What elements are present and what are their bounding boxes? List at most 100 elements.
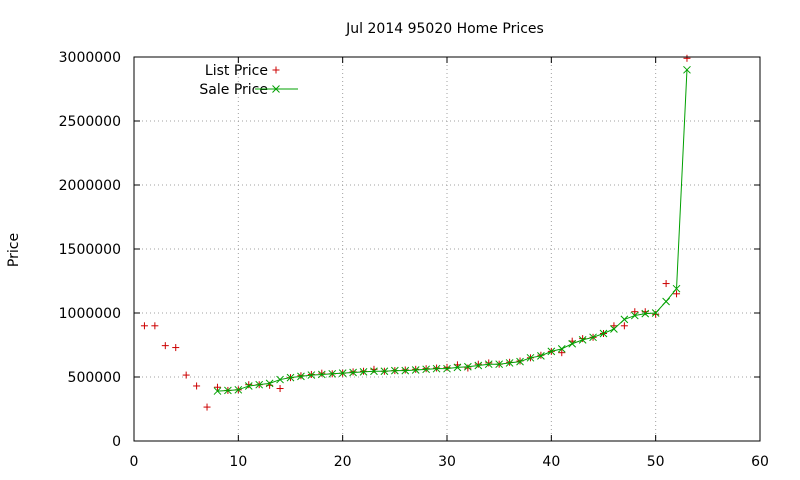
- data-point: [213, 383, 221, 391]
- data-point: [578, 336, 587, 344]
- data-point: [652, 310, 660, 318]
- legend-sample-list-price: [272, 66, 280, 74]
- data-point: [662, 297, 670, 306]
- data-point: [620, 322, 628, 330]
- y-tick-labels: 0 500000 1000000 1500000 2000000 2500000 30000…: [59, 50, 121, 450]
- x-tick-label: 50: [647, 454, 665, 470]
- data-point: [673, 290, 681, 298]
- x-tick-labels: 0 10 20 30 40 50 60: [130, 454, 769, 470]
- data-point: [161, 342, 169, 350]
- x-tick-label: 30: [438, 454, 456, 470]
- legend-marker: [272, 85, 280, 93]
- series-1: [213, 65, 691, 395]
- data-point: [244, 382, 253, 390]
- data-point: [359, 368, 368, 376]
- series-layer: [140, 54, 691, 411]
- data-point: [568, 339, 577, 348]
- data-point: [589, 333, 597, 342]
- data-point: [390, 366, 399, 375]
- data-point: [286, 373, 295, 382]
- data-point: [432, 364, 441, 373]
- y-tick-label: 2000000: [59, 178, 121, 194]
- data-point: [213, 387, 222, 395]
- x-tick-label: 60: [751, 454, 769, 470]
- data-point: [401, 366, 410, 375]
- data-point: [557, 344, 566, 353]
- data-point: [453, 363, 462, 372]
- x-tick-label: 40: [542, 454, 560, 470]
- data-point: [411, 366, 420, 374]
- x-tick-label: 0: [130, 454, 139, 470]
- data-point: [224, 386, 232, 395]
- data-point: [579, 335, 587, 343]
- data-point: [683, 54, 691, 62]
- data-point: [610, 322, 618, 330]
- data-point: [422, 365, 430, 374]
- plot-border: [133, 56, 761, 442]
- data-point: [547, 347, 556, 356]
- data-point: [651, 309, 660, 317]
- chart-title: Jul 2014 95020 Home Prices: [345, 21, 544, 37]
- data-point: [276, 385, 284, 393]
- legend: List Price Sale Price: [199, 63, 298, 98]
- y-tick-label: 1000000: [59, 306, 121, 322]
- y-tick-label: 0: [112, 434, 121, 450]
- data-point: [464, 362, 472, 371]
- grid: [134, 57, 760, 441]
- y-axis-label: Price: [6, 233, 22, 267]
- data-point: [234, 385, 243, 394]
- legend-label-list-price: List Price: [205, 63, 268, 79]
- data-point: [182, 371, 190, 379]
- data-point: [318, 369, 326, 377]
- x-tick-label: 10: [229, 454, 247, 470]
- data-point: [349, 368, 357, 377]
- data-point: [630, 311, 639, 320]
- data-point: [370, 367, 378, 376]
- data-point: [631, 308, 639, 316]
- data-point: [317, 370, 326, 379]
- data-point: [474, 360, 482, 368]
- data-point: [610, 325, 618, 333]
- data-point: [474, 361, 483, 370]
- data-point: [526, 353, 535, 362]
- data-point: [495, 360, 504, 369]
- data-point: [151, 322, 159, 330]
- legend-marker: [272, 66, 280, 74]
- data-point: [443, 363, 451, 371]
- data-point: [485, 359, 493, 367]
- data-point: [662, 280, 670, 288]
- data-point: [307, 371, 316, 379]
- y-tick-label: 1500000: [59, 242, 121, 258]
- data-point: [328, 369, 337, 378]
- x-tick-label: 20: [334, 454, 352, 470]
- data-point: [193, 382, 201, 390]
- data-point: [297, 372, 305, 381]
- data-point: [641, 309, 650, 318]
- y-tick-label: 2500000: [59, 114, 121, 130]
- data-point: [537, 352, 545, 360]
- data-point: [505, 359, 514, 367]
- data-point: [620, 315, 629, 324]
- data-point: [516, 357, 524, 366]
- series-0: [140, 54, 691, 411]
- data-point: [683, 65, 691, 74]
- series-line: [217, 69, 688, 392]
- data-point: [172, 344, 180, 352]
- data-point: [255, 380, 264, 389]
- data-point: [599, 329, 608, 338]
- data-point: [443, 364, 451, 373]
- data-point: [265, 379, 274, 388]
- legend-sample-sale-price: [255, 85, 298, 93]
- legend-label-sale-price: Sale Price: [199, 82, 268, 98]
- data-point: [203, 403, 211, 411]
- data-point: [276, 375, 284, 384]
- data-point: [558, 349, 566, 357]
- y-tick-label: 3000000: [59, 50, 121, 66]
- data-point: [338, 369, 347, 378]
- data-point: [672, 284, 681, 293]
- data-point: [464, 364, 472, 372]
- data-point: [245, 381, 253, 389]
- data-point: [140, 322, 148, 330]
- data-point: [484, 360, 493, 369]
